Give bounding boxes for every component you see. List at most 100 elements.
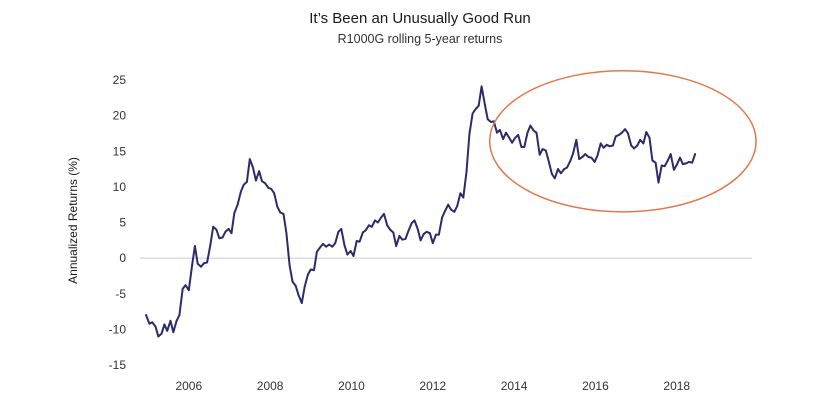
data-point xyxy=(334,242,337,245)
data-point xyxy=(429,232,431,235)
data-point xyxy=(477,104,480,107)
data-point xyxy=(383,213,385,215)
data-point xyxy=(145,314,147,317)
highlight-ellipse xyxy=(488,69,757,213)
data-point xyxy=(498,128,501,131)
data-point xyxy=(270,188,273,190)
data-point xyxy=(557,168,559,170)
data-point xyxy=(685,162,688,165)
data-point xyxy=(248,158,251,160)
data-point xyxy=(505,131,507,134)
data-point xyxy=(465,171,468,173)
data-point xyxy=(172,331,175,334)
data-point xyxy=(380,216,383,219)
data-point xyxy=(547,160,550,163)
data-point xyxy=(206,261,208,264)
data-point xyxy=(196,262,199,265)
data-point xyxy=(508,136,511,139)
data-point xyxy=(544,149,547,152)
data-point xyxy=(325,245,328,248)
data-point xyxy=(435,233,437,236)
data-point xyxy=(413,219,416,222)
data-point xyxy=(624,128,627,131)
chart-title: It’s Been an Unusually Good Run xyxy=(309,10,531,27)
data-point xyxy=(224,230,227,233)
y-tick-label: -5 xyxy=(115,287,126,301)
data-point xyxy=(264,182,267,185)
data-point xyxy=(654,161,657,164)
x-tick-label: 2012 xyxy=(419,379,446,393)
data-point xyxy=(520,146,523,148)
y-tick-label: 15 xyxy=(113,144,127,158)
data-point xyxy=(502,138,505,141)
x-tick-label: 2008 xyxy=(257,379,284,393)
data-point xyxy=(566,166,568,169)
y-tick-label: 25 xyxy=(113,73,127,87)
data-point xyxy=(608,145,611,148)
data-point xyxy=(514,136,517,139)
data-point xyxy=(551,173,553,175)
data-point xyxy=(300,302,303,304)
data-point xyxy=(474,108,477,111)
data-point xyxy=(212,225,215,228)
chart-subtitle: R1000G rolling 5-year returns xyxy=(337,32,503,46)
data-point xyxy=(694,153,696,156)
data-point xyxy=(215,228,218,231)
data-point xyxy=(227,228,230,230)
data-point xyxy=(343,244,346,247)
data-point xyxy=(355,240,358,242)
data-point xyxy=(490,121,492,123)
data-point xyxy=(392,231,395,234)
data-point xyxy=(358,240,361,243)
data-point xyxy=(612,144,614,147)
x-tick-label: 2010 xyxy=(338,379,365,393)
y-tick-label: 5 xyxy=(119,216,126,230)
data-point xyxy=(441,216,444,219)
data-point xyxy=(303,285,306,288)
data-point xyxy=(169,319,172,322)
data-point xyxy=(587,156,590,158)
data-point xyxy=(307,273,309,276)
data-point xyxy=(593,161,596,163)
data-point xyxy=(618,133,620,136)
data-point xyxy=(261,180,263,183)
data-point xyxy=(331,245,334,248)
y-tick-label: 10 xyxy=(113,180,127,194)
data-point xyxy=(315,250,318,253)
data-point xyxy=(605,143,608,146)
data-point xyxy=(563,168,566,170)
data-point xyxy=(447,203,450,206)
data-point xyxy=(242,183,245,186)
data-point xyxy=(166,329,169,332)
data-point xyxy=(541,148,544,151)
data-point xyxy=(322,242,324,245)
data-point xyxy=(160,332,163,335)
data-point xyxy=(496,131,498,134)
data-point xyxy=(410,222,413,225)
y-tick-label: 0 xyxy=(119,251,126,265)
data-point xyxy=(191,264,193,267)
data-point xyxy=(581,156,584,158)
data-point xyxy=(398,235,401,237)
data-point xyxy=(200,265,202,268)
data-point xyxy=(328,243,330,246)
data-point xyxy=(569,160,572,163)
data-point xyxy=(181,287,184,290)
data-point xyxy=(148,322,151,325)
data-point xyxy=(203,262,206,265)
data-point xyxy=(642,142,645,145)
data-point xyxy=(584,153,587,156)
data-point xyxy=(163,323,166,326)
data-point xyxy=(252,166,254,169)
data-point xyxy=(422,233,425,235)
data-point xyxy=(663,165,666,168)
data-point xyxy=(523,146,526,148)
data-point xyxy=(614,135,617,138)
data-point xyxy=(273,192,276,195)
data-point xyxy=(368,224,370,227)
data-point xyxy=(471,112,474,115)
x-tick-label: 2006 xyxy=(175,379,202,393)
data-point xyxy=(425,230,428,233)
